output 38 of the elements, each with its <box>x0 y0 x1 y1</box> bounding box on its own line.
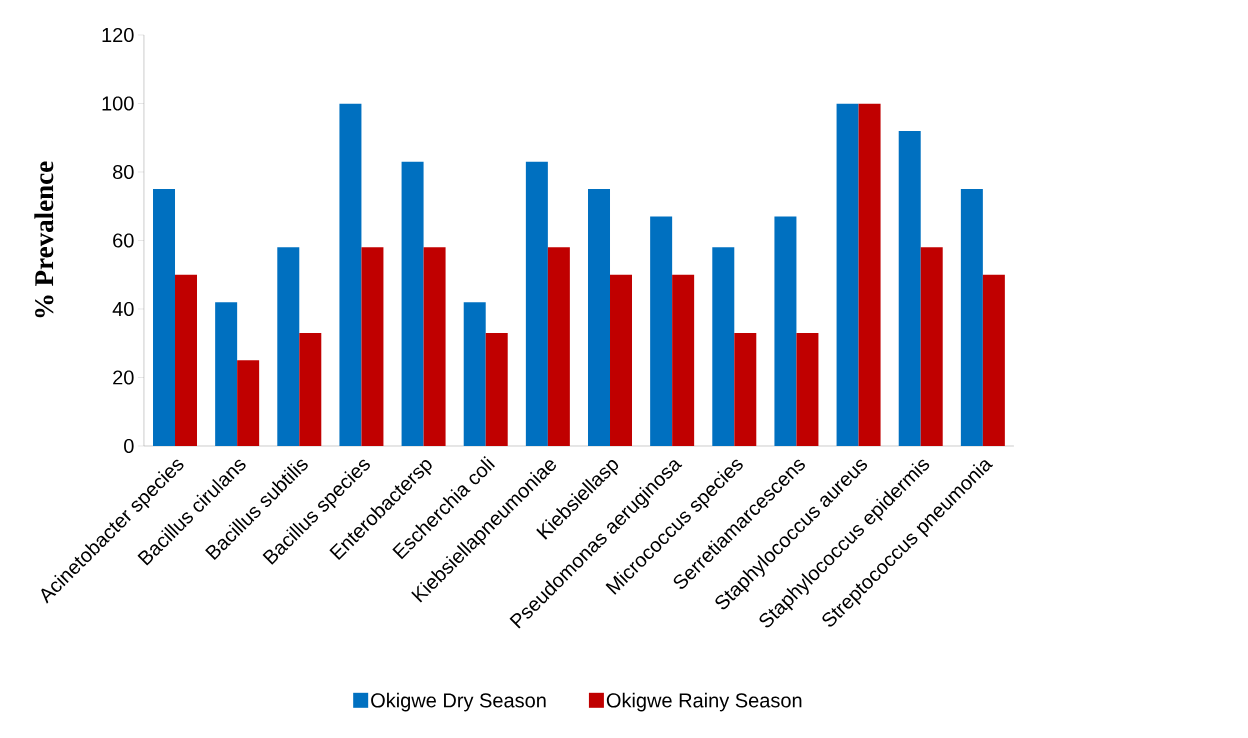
bar <box>361 247 384 446</box>
y-tick-label: 20 <box>113 370 134 385</box>
y-tick-label: 60 <box>113 233 134 248</box>
bar <box>920 247 943 446</box>
bar <box>175 274 198 446</box>
bar <box>960 189 983 446</box>
y-tick-label: 0 <box>124 438 134 454</box>
y-axis-title: % Prevalence <box>34 161 54 318</box>
bar <box>610 274 632 446</box>
bar <box>237 360 260 446</box>
bar <box>525 161 548 446</box>
bar <box>712 247 735 446</box>
bar <box>401 161 424 446</box>
bar <box>215 302 238 446</box>
bar <box>277 247 300 446</box>
bar <box>485 332 508 446</box>
y-tick-label: 100 <box>102 96 134 111</box>
y-tick-label: 80 <box>113 164 134 180</box>
bar <box>898 130 921 446</box>
y-tick-label: 40 <box>112 301 134 317</box>
bar <box>588 189 610 446</box>
bar <box>650 216 673 446</box>
bar <box>672 274 695 446</box>
bar <box>423 247 446 446</box>
bar <box>734 332 757 446</box>
bar <box>982 274 1005 446</box>
y-tick-label: 120 <box>102 27 134 43</box>
legend-label: Okigwe Rainy Season <box>606 692 802 712</box>
bar <box>796 332 819 446</box>
bar <box>547 247 570 446</box>
bar <box>299 332 322 446</box>
bar <box>858 103 881 446</box>
bar <box>774 216 797 446</box>
bar <box>836 103 859 446</box>
bar <box>153 189 176 446</box>
bar <box>463 302 486 446</box>
legend-label: Okigwe Dry Season <box>371 692 546 712</box>
bar <box>339 103 362 446</box>
